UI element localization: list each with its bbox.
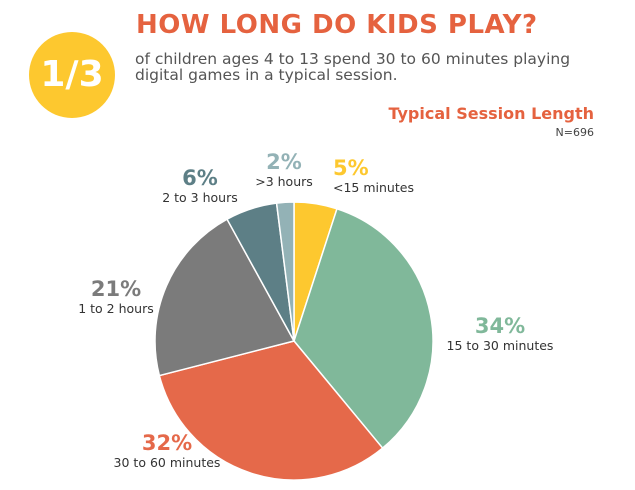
slice-category: 1 to 2 hours	[78, 301, 154, 316]
slice-percent: 21%	[90, 277, 142, 301]
slice-category: 30 to 60 minutes	[113, 455, 221, 470]
fraction-badge: 1/3	[29, 32, 115, 118]
page-title: HOW LONG DO KIDS PLAY?	[136, 10, 538, 40]
slice-category: 2 to 3 hours	[162, 190, 238, 205]
slice-label-1-to-2-hours: 21% 1 to 2 hours	[56, 277, 176, 317]
slice-label-under-15: 5% <15 minutes	[333, 156, 453, 196]
slice-percent: 6%	[182, 166, 218, 190]
slice-percent: 32%	[141, 431, 193, 455]
statistic-text: of children ages 4 to 13 spend 30 to 60 …	[135, 50, 571, 84]
slice-label-30-to-60: 32% 30 to 60 minutes	[92, 431, 242, 471]
chart-sample-size: N=696	[555, 126, 594, 139]
slice-percent: 2%	[266, 150, 302, 174]
slice-percent: 34%	[474, 314, 526, 338]
pie-slice-15-to-30	[293, 207, 434, 450]
slice-label-over-3-hours: 2% >3 hours	[239, 150, 329, 190]
slice-label-2-to-3-hours: 6% 2 to 3 hours	[145, 166, 255, 206]
slice-percent: 5%	[333, 156, 369, 180]
slice-category: 15 to 30 minutes	[446, 338, 554, 353]
pie-slice-1-to-2-hours	[154, 218, 296, 377]
slice-category: >3 hours	[255, 174, 313, 189]
fraction-badge-text: 1/3	[40, 54, 104, 95]
pie-slice-over-3-hours	[275, 201, 295, 342]
slice-category: <15 minutes	[333, 180, 414, 195]
chart-title: Typical Session Length	[388, 104, 594, 123]
pie-slice-30-to-60	[158, 340, 384, 481]
slice-label-15-to-30: 34% 15 to 30 minutes	[415, 314, 585, 354]
